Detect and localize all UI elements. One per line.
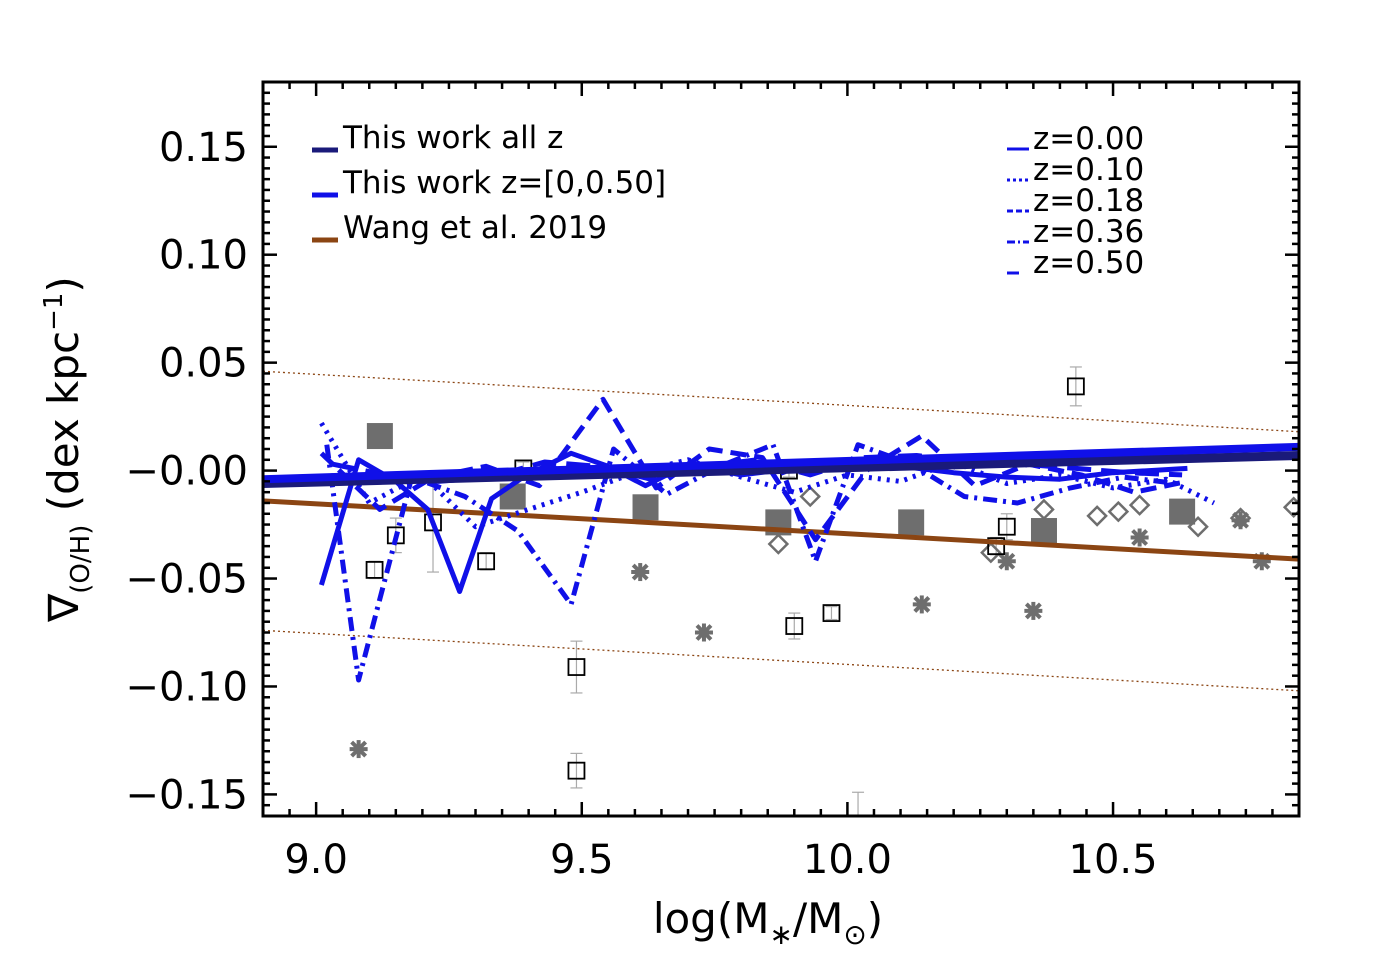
series-line-z036 bbox=[324, 442, 1178, 683]
series-line-z010 bbox=[319, 421, 1216, 530]
asterisk-stroke bbox=[998, 552, 1016, 570]
x-tick-label: 9.5 bbox=[550, 837, 614, 883]
x-tick-label: 9.0 bbox=[284, 837, 348, 883]
x-axis-title: log(M∗/M⊙) bbox=[653, 894, 883, 951]
diamond-point bbox=[980, 541, 1002, 564]
filled-square-point bbox=[898, 509, 925, 536]
asterisk-stroke bbox=[631, 563, 649, 581]
x-tick-label: 10.0 bbox=[803, 837, 892, 883]
diamond-point bbox=[1229, 507, 1252, 529]
y-tick-label: −0.00 bbox=[125, 449, 248, 495]
asterisk-stroke bbox=[695, 624, 713, 641]
diamond-point bbox=[1086, 505, 1108, 527]
filled-square-point bbox=[1030, 518, 1057, 545]
legend-left-label: This work all z bbox=[342, 120, 563, 156]
y-tick-label: −0.10 bbox=[125, 664, 248, 710]
legend-left-label: Wang et al. 2019 bbox=[343, 210, 607, 246]
asterisk-point bbox=[1130, 528, 1149, 547]
asterisk-point bbox=[694, 623, 713, 642]
diamond-point bbox=[1282, 496, 1299, 519]
y-tick-label: 0.10 bbox=[159, 233, 248, 279]
x-tick-label: 10.5 bbox=[1069, 837, 1158, 883]
open-square-point bbox=[785, 617, 804, 635]
legend-right-label: z=0.36 bbox=[1033, 214, 1144, 250]
y-tick-label: −0.15 bbox=[125, 772, 248, 818]
diamond-point bbox=[1107, 500, 1130, 523]
open-square-point bbox=[424, 513, 442, 532]
y-axis-title: ∇(O/H) (dex kpc−1) bbox=[39, 276, 96, 623]
legend-left-label: This work z=[0,0.50] bbox=[342, 165, 666, 201]
open-square-point bbox=[365, 560, 384, 579]
open-square-point bbox=[987, 537, 1006, 556]
open-square-point bbox=[822, 604, 841, 622]
asterisk-stroke bbox=[1131, 529, 1149, 546]
open-square-point bbox=[1066, 377, 1085, 396]
asterisk-stroke bbox=[1232, 511, 1249, 529]
asterisk-point bbox=[631, 563, 650, 582]
legend-right-label: z=0.18 bbox=[1033, 183, 1144, 219]
asterisk-point bbox=[1024, 601, 1043, 620]
all-z-fit-line bbox=[263, 450, 1299, 489]
open-square-point bbox=[477, 552, 496, 571]
open-square-point bbox=[997, 517, 1016, 536]
asterisk-point bbox=[997, 552, 1016, 571]
y-tick-label: 0.05 bbox=[159, 341, 248, 387]
asterisk-point bbox=[912, 595, 931, 614]
diamond-point bbox=[799, 485, 821, 508]
diamond-point bbox=[767, 533, 790, 555]
filled-square-point bbox=[366, 423, 393, 450]
asterisk-stroke bbox=[350, 740, 368, 758]
legend-right-label: z=0.10 bbox=[1033, 152, 1144, 188]
open-square-point bbox=[567, 761, 586, 780]
y-tick-label: −0.05 bbox=[125, 557, 248, 603]
y-tick-label: 0.15 bbox=[159, 125, 248, 171]
open-square-point bbox=[567, 658, 586, 676]
z-range-fit-line bbox=[263, 442, 1299, 484]
diamond-point bbox=[1128, 494, 1151, 516]
asterisk-stroke bbox=[913, 596, 931, 613]
legend-right-label: z=0.00 bbox=[1033, 121, 1144, 157]
filled-square-point bbox=[632, 494, 659, 521]
filled-square-point bbox=[499, 483, 526, 510]
filled-square-point bbox=[1169, 498, 1196, 525]
asterisk-point bbox=[349, 740, 368, 759]
legend-right-label: z=0.50 bbox=[1033, 245, 1144, 281]
wang-fit-line bbox=[263, 498, 1299, 562]
asterisk-stroke bbox=[1024, 602, 1042, 620]
